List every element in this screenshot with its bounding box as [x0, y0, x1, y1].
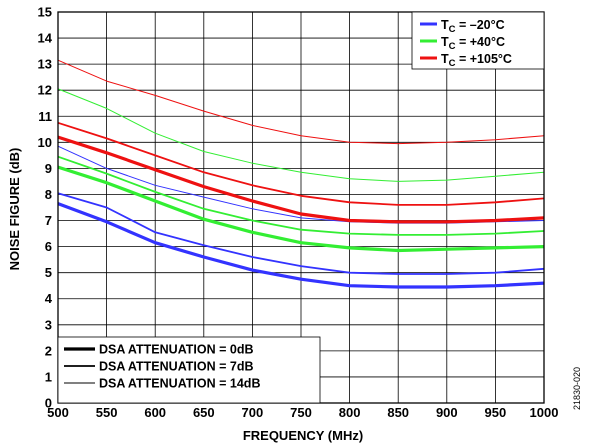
- legend-label: TC = +105°C: [441, 52, 512, 69]
- x-tick-label: 950: [485, 405, 507, 420]
- y-tick-label: 7: [45, 213, 52, 228]
- series-line: [57, 121, 545, 206]
- x-tick-label: 750: [290, 405, 312, 420]
- legend-label: DSA ATTENUATION = 7dB: [99, 360, 254, 374]
- x-tick-label: 550: [96, 405, 118, 420]
- y-tick-label: 9: [45, 161, 52, 176]
- legend-label: DSA ATTENUATION = 14dB: [99, 377, 260, 391]
- legend-label: TC = –20°C: [441, 18, 505, 35]
- y-tick-label: 12: [38, 83, 52, 98]
- x-tick-label: 800: [339, 405, 361, 420]
- series-line: [57, 202, 545, 289]
- y-tick-label: 3: [45, 317, 52, 332]
- series-line: [57, 155, 545, 236]
- series-line: [57, 192, 545, 275]
- series-line: [57, 135, 545, 224]
- attenuation-legend: DSA ATTENUATION = 0dB DSA ATTENUATION = 7…: [57, 336, 321, 404]
- attenuation-legend-box: [57, 336, 321, 404]
- legend-label: DSA ATTENUATION = 0dB: [99, 343, 254, 357]
- x-tick-label: 600: [144, 405, 166, 420]
- y-tick-label: 15: [38, 5, 52, 20]
- y-tick-label: 10: [38, 135, 52, 150]
- y-tick-label: 5: [45, 265, 52, 280]
- x-tick-label: 850: [387, 405, 409, 420]
- series-line: [57, 165, 545, 253]
- legend-label: TC = +40°C: [441, 35, 505, 52]
- y-tick-label: 14: [38, 31, 53, 46]
- tick-labels: 500 550 600 650 700 750 800 850 900 950 1000012345…: [38, 5, 559, 421]
- y-tick-label: 4: [45, 291, 53, 306]
- y-tick-label: 6: [45, 239, 52, 254]
- x-tick-label: 700: [242, 405, 264, 420]
- series-layer: [57, 59, 545, 289]
- x-axis-label: FREQUENCY (MHz): [243, 428, 363, 443]
- y-tick-label: 8: [45, 187, 52, 202]
- x-tick-label: 1000: [530, 405, 559, 420]
- figure-id: 21830-020: [572, 367, 582, 410]
- series-line: [57, 88, 545, 182]
- y-tick-label: 13: [38, 57, 52, 72]
- y-axis-label: NOISE FIGURE (dB): [7, 148, 22, 271]
- y-tick-label: 2: [45, 343, 52, 358]
- series-line: [57, 59, 545, 145]
- x-tick-label: 650: [193, 405, 215, 420]
- y-tick-label: 0: [45, 396, 52, 411]
- temperature-legend: TC = –20°CTC = +40°CTC = +105°C: [411, 11, 545, 70]
- y-tick-label: 1: [45, 369, 52, 384]
- x-tick-label: 900: [436, 405, 458, 420]
- y-tick-label: 11: [38, 109, 52, 124]
- x-tick-label: 500: [47, 405, 69, 420]
